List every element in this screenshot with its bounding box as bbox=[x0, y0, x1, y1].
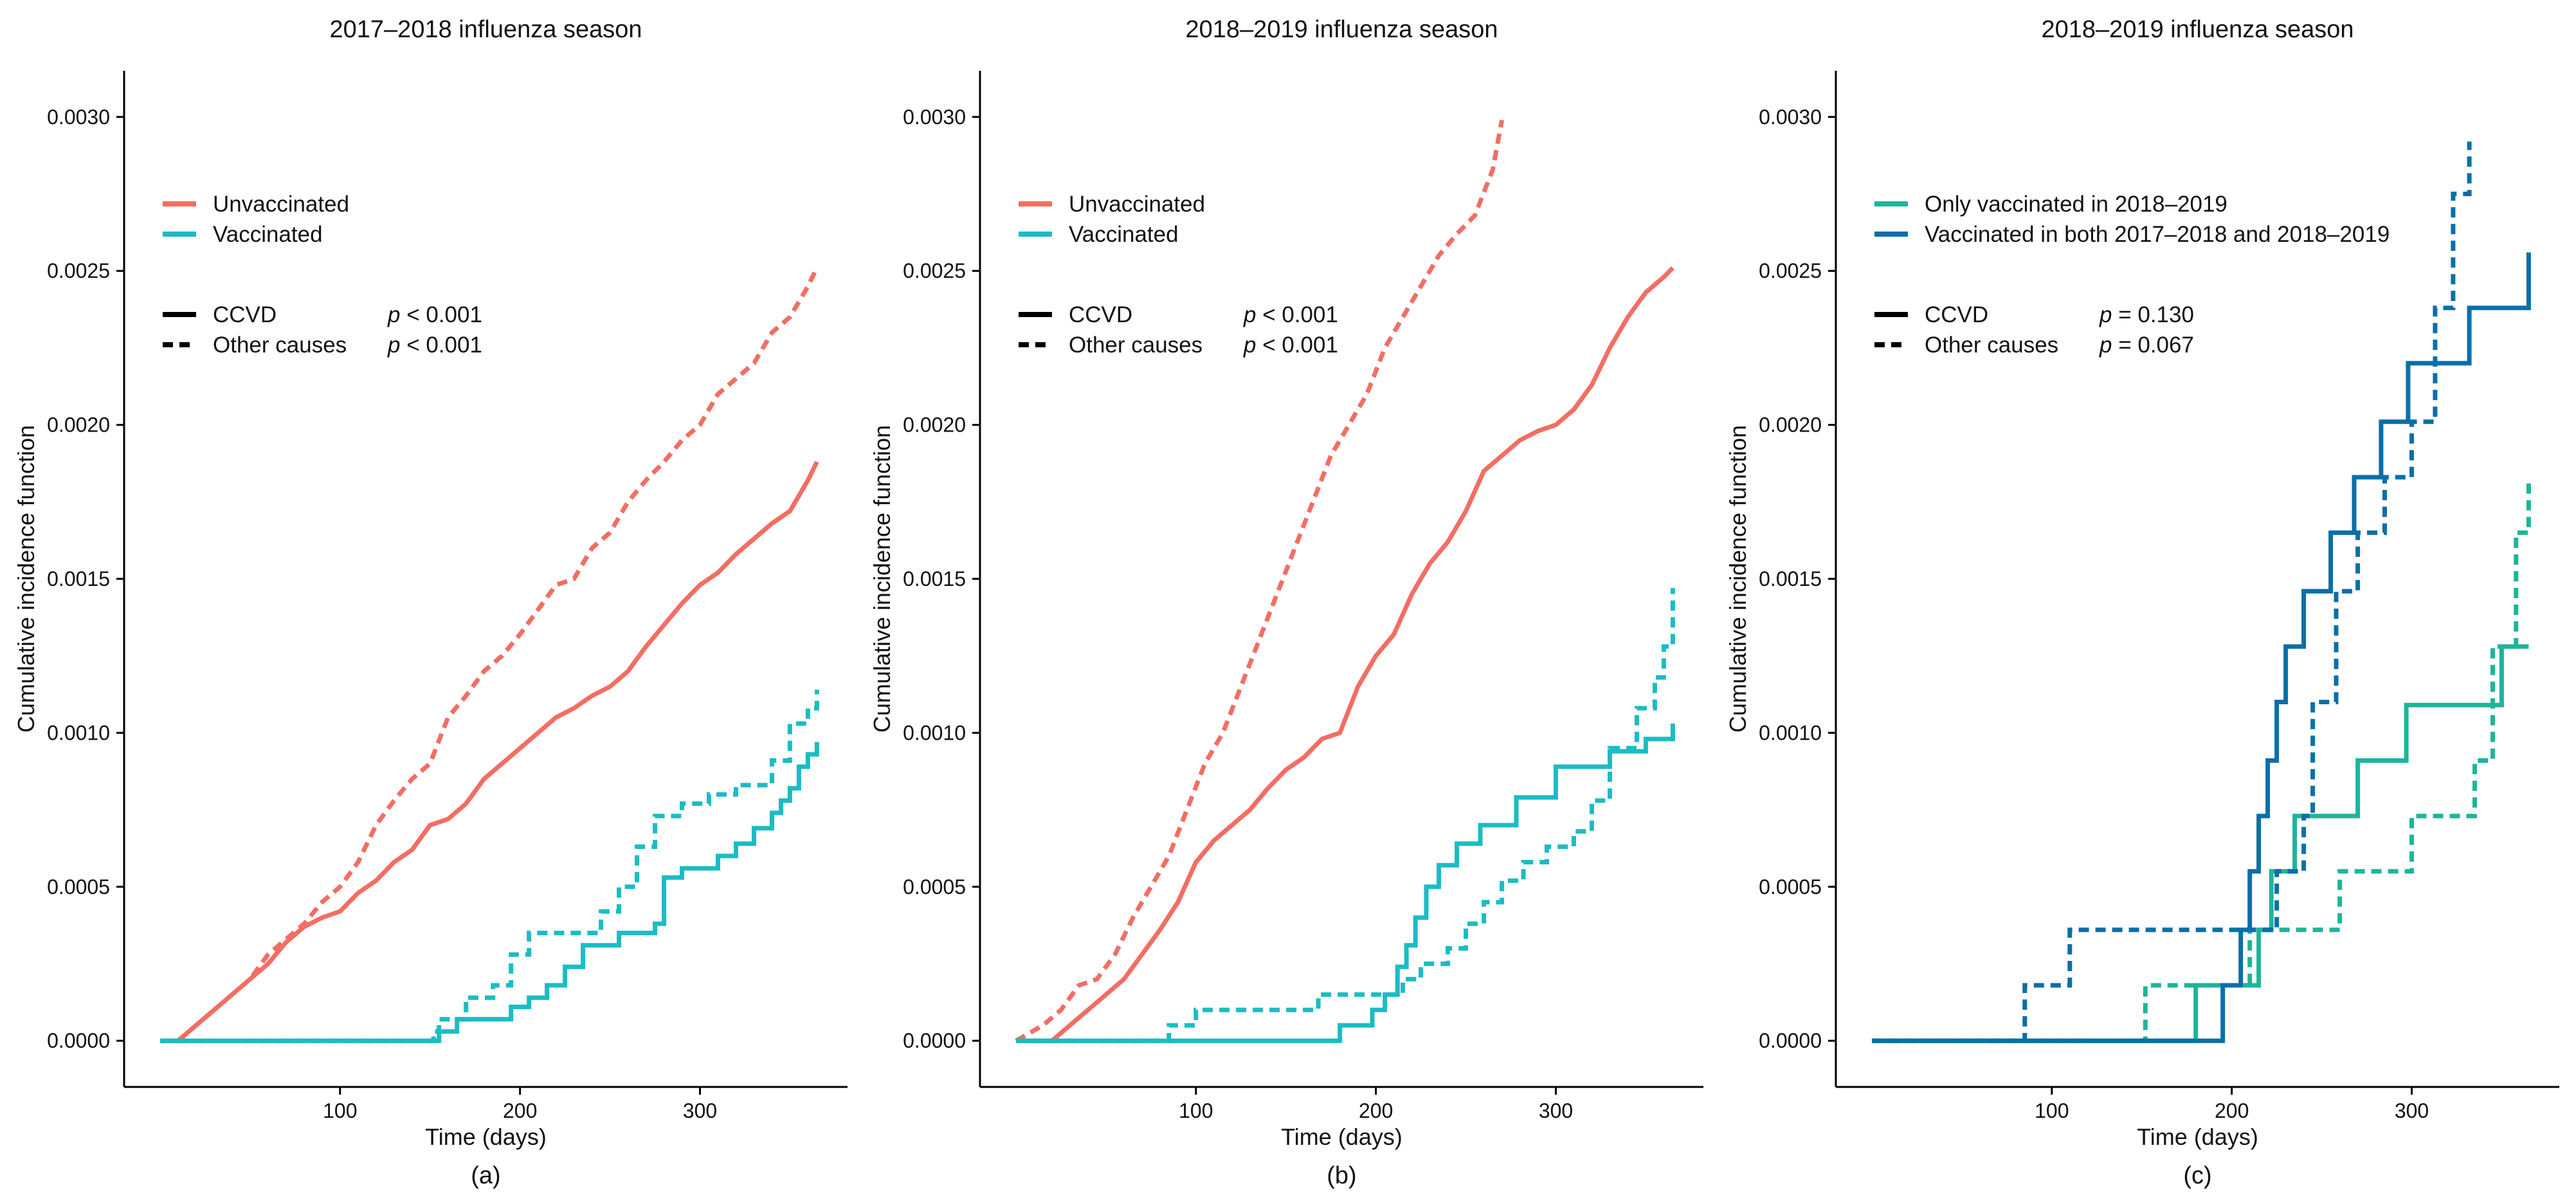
series-line: Vaccinated – Other causes bbox=[160, 689, 819, 1043]
x-tick-label: 300 bbox=[1539, 1099, 1573, 1122]
y-tick-label: 0.0005 bbox=[903, 875, 966, 898]
chart-title: 2018–2019 influenza season bbox=[2042, 16, 2354, 43]
x-tick-label: 300 bbox=[683, 1099, 717, 1122]
legend-label: Unvaccinated bbox=[213, 192, 349, 217]
legend-label: CCVD bbox=[1925, 302, 1988, 327]
panel-label: (a) bbox=[471, 1162, 500, 1189]
y-tick-label: 0.0000 bbox=[903, 1029, 966, 1052]
p-value: p = 0.067 bbox=[2099, 333, 2194, 358]
y-tick-label: 0.0020 bbox=[47, 414, 110, 437]
chart-panel-3: 2018–2019 influenza season 0.0000 0.0005 0.… bbox=[1725, 16, 2559, 1189]
panel-label: (b) bbox=[1327, 1162, 1356, 1189]
series-line: Unvaccinated – CCVD bbox=[160, 461, 819, 1043]
legend-label: Other causes bbox=[213, 333, 347, 358]
y-axis-label: Cumulative incidence function bbox=[869, 425, 895, 733]
y-axis-label: Cumulative incidence function bbox=[1725, 425, 1751, 733]
y-tick-label: 0.0000 bbox=[47, 1029, 110, 1052]
y-tick-label: 0.0030 bbox=[903, 105, 966, 129]
y-tick-label: 0.0025 bbox=[903, 259, 966, 282]
series-line: Vaccinated in both – CCVD bbox=[1872, 252, 2531, 1043]
y-axis-label: Cumulative incidence function bbox=[13, 425, 39, 733]
y-tick-label: 0.0015 bbox=[1759, 567, 1822, 590]
p-value: p < 0.001 bbox=[387, 302, 482, 327]
series-line: Vaccinated in both – Other causes bbox=[1872, 141, 2472, 1043]
y-tick-label: 0.0005 bbox=[47, 875, 110, 898]
series-line: Vaccinated – Other causes bbox=[1016, 588, 1675, 1043]
legend-label: Vaccinated bbox=[1069, 222, 1179, 247]
x-tick-label: 300 bbox=[2395, 1099, 2429, 1122]
x-tick-label: 100 bbox=[2035, 1099, 2069, 1122]
series-line: Unvaccinated – CCVD bbox=[1016, 266, 1674, 1043]
series-line: Only vaccinated in 2018–2019 – Other cau… bbox=[1872, 477, 2531, 1043]
series-line: Vaccinated – CCVD bbox=[160, 742, 819, 1043]
legend-label: CCVD bbox=[1069, 302, 1132, 327]
chart-panel-1: 2017–2018 influenza season 0.0000 0.0005 0.… bbox=[13, 16, 848, 1189]
y-tick-label: 0.0010 bbox=[47, 721, 110, 744]
series-line: Unvaccinated – Other causes bbox=[160, 266, 819, 1043]
y-tick-label: 0.0030 bbox=[1759, 105, 1822, 129]
legend-label: Only vaccinated in 2018–2019 bbox=[1925, 192, 2227, 217]
series-line: Unvaccinated – Other causes bbox=[1015, 119, 1505, 1043]
x-tick-label: 200 bbox=[503, 1099, 537, 1122]
y-tick-label: 0.0020 bbox=[1759, 414, 1822, 437]
y-tick-label: 0.0010 bbox=[903, 721, 966, 744]
chart-title: 2017–2018 influenza season bbox=[330, 16, 642, 43]
x-tick-label: 200 bbox=[1359, 1099, 1393, 1122]
p-value: p < 0.001 bbox=[1243, 302, 1338, 327]
y-tick-label: 0.0020 bbox=[903, 414, 966, 437]
x-tick-label: 100 bbox=[1179, 1099, 1213, 1122]
x-axis-label: Time (days) bbox=[2137, 1124, 2258, 1150]
legend-label: Vaccinated bbox=[213, 222, 323, 247]
x-tick-label: 100 bbox=[323, 1099, 357, 1122]
p-value: p < 0.001 bbox=[1243, 333, 1338, 358]
legend-label: Vaccinated in both 2017–2018 and 2018–20… bbox=[1925, 222, 2390, 247]
y-tick-label: 0.0025 bbox=[1759, 259, 1822, 282]
y-tick-label: 0.0010 bbox=[1759, 721, 1822, 744]
x-tick-label: 200 bbox=[2215, 1099, 2249, 1122]
legend-label: Other causes bbox=[1069, 333, 1202, 358]
legend-label: Unvaccinated bbox=[1069, 192, 1205, 217]
y-tick-label: 0.0030 bbox=[47, 105, 110, 129]
p-value: p < 0.001 bbox=[387, 333, 482, 358]
y-tick-label: 0.0015 bbox=[903, 567, 966, 590]
chart-panel-2: 2018–2019 influenza season 0.0000 0.0005 0.… bbox=[869, 16, 1703, 1189]
legend-label: CCVD bbox=[213, 302, 277, 327]
y-tick-label: 0.0025 bbox=[47, 259, 110, 282]
p-value: p = 0.130 bbox=[2099, 302, 2194, 327]
y-tick-label: 0.0005 bbox=[1759, 875, 1822, 898]
x-axis-label: Time (days) bbox=[425, 1124, 547, 1150]
series-line: Only vaccinated in 2018–2019 – CCVD bbox=[1872, 644, 2529, 1043]
y-tick-label: 0.0015 bbox=[47, 567, 110, 590]
panel-label: (c) bbox=[2183, 1162, 2211, 1189]
y-tick-label: 0.0000 bbox=[1759, 1029, 1822, 1052]
chart-title: 2018–2019 influenza season bbox=[1186, 16, 1498, 43]
legend-label: Other causes bbox=[1925, 333, 2058, 358]
x-axis-label: Time (days) bbox=[1281, 1124, 1402, 1150]
